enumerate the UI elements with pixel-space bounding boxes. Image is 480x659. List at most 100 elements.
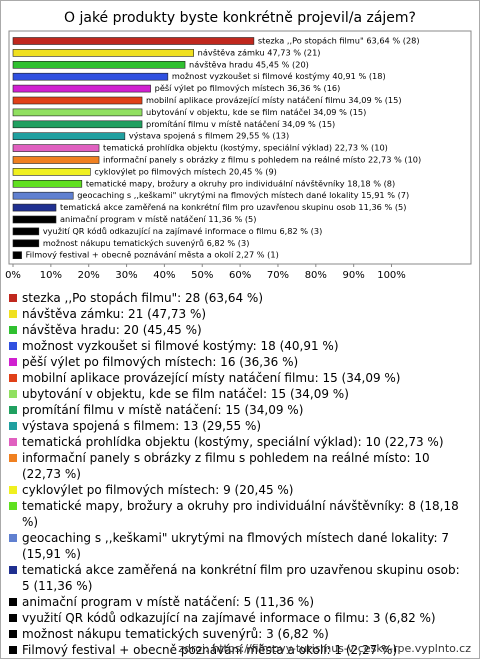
bar: [12, 191, 74, 200]
x-tick-label: 0%: [5, 270, 21, 281]
legend-swatch: [9, 438, 17, 446]
bar-label: tematická akce zaměřená na konkrétní fil…: [60, 202, 406, 212]
bar-label: stezka ,,Po stopách filmu" 63,64 % (28): [258, 36, 420, 46]
legend-swatch: [9, 294, 17, 302]
legend-entry: tematická prohlídka objektu (kostýmy, sp…: [9, 434, 471, 450]
legend-swatch: [9, 310, 17, 318]
legend-swatch: [9, 342, 17, 350]
x-tick-label: 30%: [115, 270, 137, 281]
legend-label: možnost vyzkoušet si filmové kostýmy: 18…: [22, 339, 339, 353]
bar: [12, 96, 143, 105]
legend-swatch: [9, 598, 17, 606]
bar-label: pěší výlet po filmových místech 36,36 % …: [155, 83, 341, 93]
legend-entry: výstava spojená s filmem: 13 (29,55 %): [9, 418, 471, 434]
bar: [12, 239, 40, 248]
legend-label: ubytování v objektu, kde se film natáčel…: [22, 387, 349, 401]
bar: [12, 72, 169, 81]
legend-swatch: [9, 326, 17, 334]
legend-label: informační panely s obrázky z filmu s po…: [22, 451, 430, 481]
legend-label: možnost nákupu tematických suvenýrů: 3 (…: [22, 627, 329, 641]
bar-label: využití QR kódů odkazující na zajímavé i…: [43, 226, 322, 236]
legend-swatch: [9, 486, 17, 494]
legend-swatch: [9, 614, 17, 622]
legend-entry: využití QR kódů odkazující na zajímavé i…: [9, 610, 471, 626]
bar: [12, 84, 151, 93]
bar-label: mobilní aplikace provázející místy natáč…: [146, 95, 401, 105]
bar: [12, 180, 83, 188]
bar-label: animační program v místě natáčení 11,36 …: [60, 214, 256, 224]
bar: [12, 144, 100, 152]
legend-swatch: [9, 358, 17, 366]
legend-label: stezka ,,Po stopách filmu": 28 (63,64 %): [22, 291, 264, 305]
legend-label: tematická akce zaměřená na konkrétní fil…: [22, 563, 460, 593]
bar: [12, 60, 186, 69]
legend-entry: tematické mapy, brožury a okruhy pro ind…: [9, 498, 471, 530]
legend-entry: návštěva zámku: 21 (47,73 %): [9, 306, 471, 322]
legend-entry: Filmový festival + obecně poznávání měst…: [9, 642, 471, 658]
legend-swatch: [9, 374, 17, 382]
bar-label: informační panely s obrázky z filmu s po…: [103, 155, 421, 165]
legend-entry: tematická akce zaměřená na konkrétní fil…: [9, 562, 471, 594]
bar-label: návštěva hradu 45,45 % (20): [189, 59, 309, 69]
bar-label: návštěva zámku 47,73 % (21): [198, 47, 321, 57]
legend-label: pěší výlet po filmových místech: 16 (36,…: [22, 355, 299, 369]
legend-label: animační program v místě natáčení: 5 (11…: [22, 595, 314, 609]
chart: O jaké produkty byste konkrétně projevil…: [5, 10, 472, 281]
legend-label: návštěva zámku: 21 (47,73 %): [22, 307, 207, 321]
source: zdroj: https://filmovy-turismus-v-ceske-…: [178, 642, 471, 655]
legend-swatch: [9, 646, 17, 654]
legend-entry: možnost nákupu tematických suvenýrů: 3 (…: [9, 626, 471, 642]
legend-entry: mobilní aplikace provázející místy natáč…: [9, 370, 471, 386]
x-tick-label: 40%: [153, 270, 175, 281]
bar: [12, 132, 126, 140]
bar-label: Filmový festival + obecně poznávání měst…: [26, 250, 279, 260]
bar-label: geocaching s ,,keškami" ukrytými na flmo…: [77, 190, 409, 200]
bar-label: výstava spojená s filmem 29,55 % (13): [129, 131, 289, 141]
legend-entry: stezka ,,Po stopách filmu": 28 (63,64 %): [9, 290, 471, 306]
bar-label: tematické mapy, brožury a okruhy pro ind…: [86, 178, 395, 188]
legend-entry: animační program v místě natáčení: 5 (11…: [9, 594, 471, 610]
legend-entry: informační panely s obrázky z filmu s po…: [9, 450, 471, 482]
x-tick-label: 80%: [305, 270, 327, 281]
bar: [12, 168, 91, 176]
legend-label: tematické mapy, brožury a okruhy pro ind…: [22, 499, 459, 529]
bar: [12, 203, 57, 212]
legend-label: mobilní aplikace provázející místy natáč…: [22, 371, 401, 385]
legend-entry: pěší výlet po filmových místech: 16 (36,…: [9, 354, 471, 370]
legend-entry: geocaching s ,,keškami" ukrytými na flmo…: [9, 530, 471, 562]
legend-entry: návštěva hradu: 20 (45,45 %): [9, 322, 471, 338]
bar: [12, 227, 40, 236]
bar-label: promítání filmu v místě natáčení 34,09 %…: [146, 119, 335, 129]
bar-label: cyklovýlet po filmových místech 20,45 % …: [94, 166, 276, 176]
bar: [12, 108, 143, 117]
legend-label: tematická prohlídka objektu (kostýmy, sp…: [22, 435, 444, 449]
legend-label: výstava spojená s filmem: 13 (29,55 %): [22, 419, 262, 433]
bar-label: ubytování v objektu, kde se film natáčel…: [146, 107, 366, 117]
chart-title: O jaké produkty byste konkrétně projevil…: [64, 10, 416, 26]
x-tick-label: 60%: [229, 270, 251, 281]
bar-label: možnost nákupu tematických suvenýrů 6,82…: [43, 238, 250, 248]
legend-label: geocaching s ,,keškami" ukrytými na flmo…: [22, 531, 450, 561]
legend-entry: ubytování v objektu, kde se film natáčel…: [9, 386, 471, 402]
legend-label: Filmový festival + obecně poznávání měst…: [22, 643, 398, 657]
bar: [12, 156, 100, 164]
legend-swatch: [9, 502, 17, 510]
legend-swatch: [9, 422, 17, 430]
legend-swatch: [9, 630, 17, 638]
x-tick-label: 70%: [267, 270, 289, 281]
legend-entry: možnost vyzkoušet si filmové kostýmy: 18…: [9, 338, 471, 354]
bar: [12, 37, 255, 45]
bar: [12, 215, 57, 224]
legend-swatch: [9, 534, 17, 542]
x-tick-label: 100%: [377, 270, 406, 281]
legend-label: návštěva hradu: 20 (45,45 %): [22, 323, 202, 337]
bar-label: možnost vyzkoušet si filmové kostýmy 40,…: [172, 71, 386, 81]
bar: [12, 49, 194, 57]
legend-swatch: [9, 454, 17, 462]
bar-label: tematická prohlídka objektu (kostýmy, sp…: [103, 143, 388, 153]
legend-entry: promítání filmu v místě natáčení: 15 (34…: [9, 402, 471, 418]
x-tick-label: 50%: [191, 270, 213, 281]
legend: stezka ,,Po stopách filmu": 28 (63,64 %)…: [9, 290, 471, 658]
bar: [12, 251, 22, 259]
